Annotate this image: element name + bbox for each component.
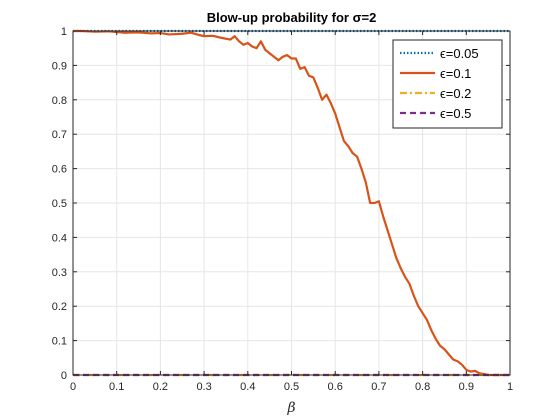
y-tick-label: 0.9 (52, 60, 67, 72)
x-tick-label: 0.8 (415, 381, 430, 393)
x-tick-label: 0.5 (284, 381, 299, 393)
y-tick-label: 0.5 (52, 198, 67, 210)
y-tick-label: 0.3 (52, 267, 67, 279)
y-tick-label: 0.4 (52, 232, 67, 244)
legend: ϵ=0.05 ϵ=0.1 ϵ=0.2 ϵ=0.5 (392, 39, 503, 129)
x-tick-label: 1 (507, 381, 513, 393)
axis-ticks: 0 0.1 0.2 0.3 0.4 0.5 0.6 0.7 0.8 0.9 1 0 0.1 0.2 0.3 0… (52, 26, 513, 393)
y-tick-label: 0.2 (52, 301, 67, 313)
series-line-1 (73, 29, 510, 377)
x-tick-label: 0.9 (459, 381, 474, 393)
y-tick-label: 0.8 (52, 95, 67, 107)
chart-title: Blow-up probability for σ=2 (207, 10, 377, 25)
x-tick-label: 0 (70, 381, 76, 393)
x-tick-label: 0.2 (153, 381, 168, 393)
legend-label-0: ϵ=0.05 (440, 46, 479, 61)
y-tick-label: 0.1 (52, 336, 67, 348)
y-tick-label: 0.6 (52, 164, 67, 176)
x-axis-label: β (286, 400, 295, 416)
x-tick-label: 0.1 (109, 381, 124, 393)
x-tick-label: 0.3 (196, 381, 211, 393)
legend-label-3: ϵ=0.5 (440, 106, 471, 121)
y-tick-label: 0 (61, 370, 67, 382)
y-tick-label: 0.7 (52, 129, 67, 141)
legend-label-1: ϵ=0.1 (440, 66, 471, 81)
y-tick-label: 1 (61, 26, 67, 38)
x-tick-label: 0.6 (328, 381, 343, 393)
x-tick-label: 0.7 (371, 381, 386, 393)
x-tick-label: 0.4 (240, 381, 255, 393)
legend-label-2: ϵ=0.2 (440, 86, 471, 101)
